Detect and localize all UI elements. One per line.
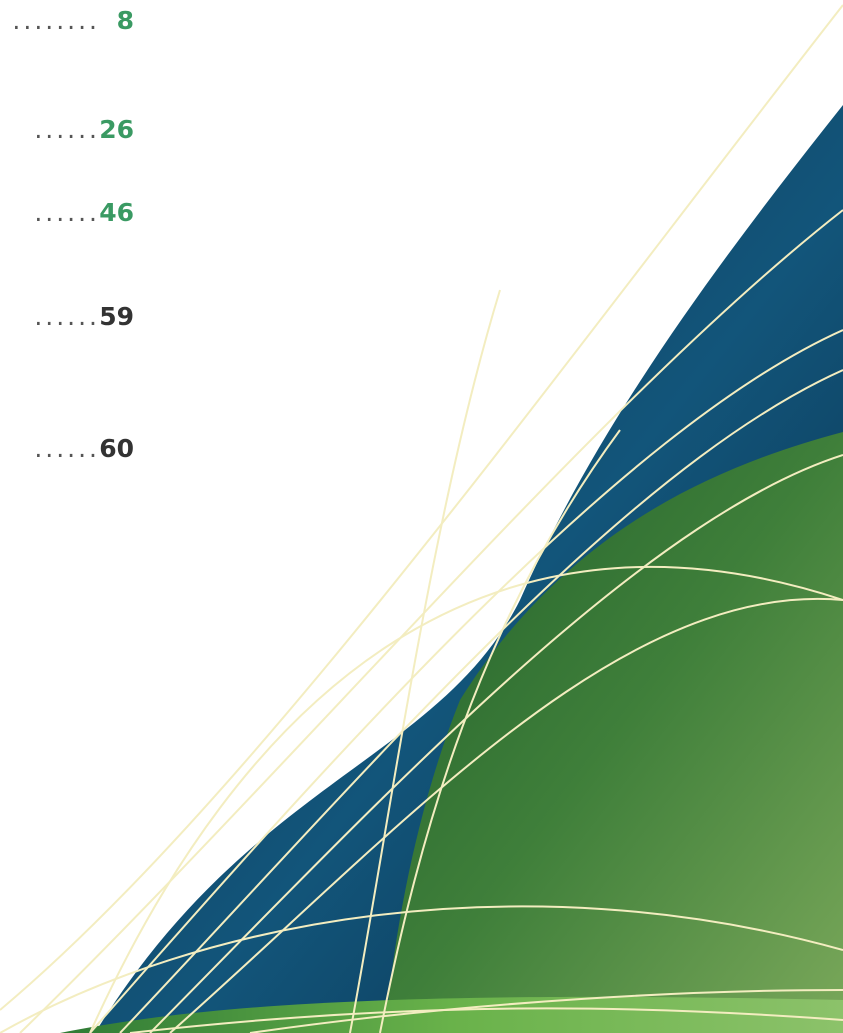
toc-page-number: 46 (99, 198, 134, 227)
toc-leader-dots: ........ (12, 6, 100, 35)
toc-leader-dots: ...... (34, 302, 100, 331)
toc-entry[interactable]: ........ 8 (0, 1, 140, 41)
toc-entry[interactable]: ...... 60 (0, 429, 140, 469)
toc-page-number: 26 (99, 115, 134, 144)
toc-page-number: 59 (99, 302, 134, 331)
toc-leader-dots: ...... (34, 115, 100, 144)
bottom-green-band (60, 996, 843, 1033)
toc-entry[interactable]: ...... 59 (0, 297, 140, 337)
toc-entry[interactable]: ...... 26 (0, 110, 140, 150)
toc-leader-dots: ...... (34, 198, 100, 227)
cream-line-group (0, 4, 843, 1033)
green-swoosh-shape (385, 432, 843, 1033)
toc-entry[interactable]: ...... 46 (0, 193, 140, 233)
toc-page-number: 60 (99, 434, 134, 463)
toc-leader-dots: ...... (34, 434, 100, 463)
toc-page-number: 8 (116, 6, 134, 35)
